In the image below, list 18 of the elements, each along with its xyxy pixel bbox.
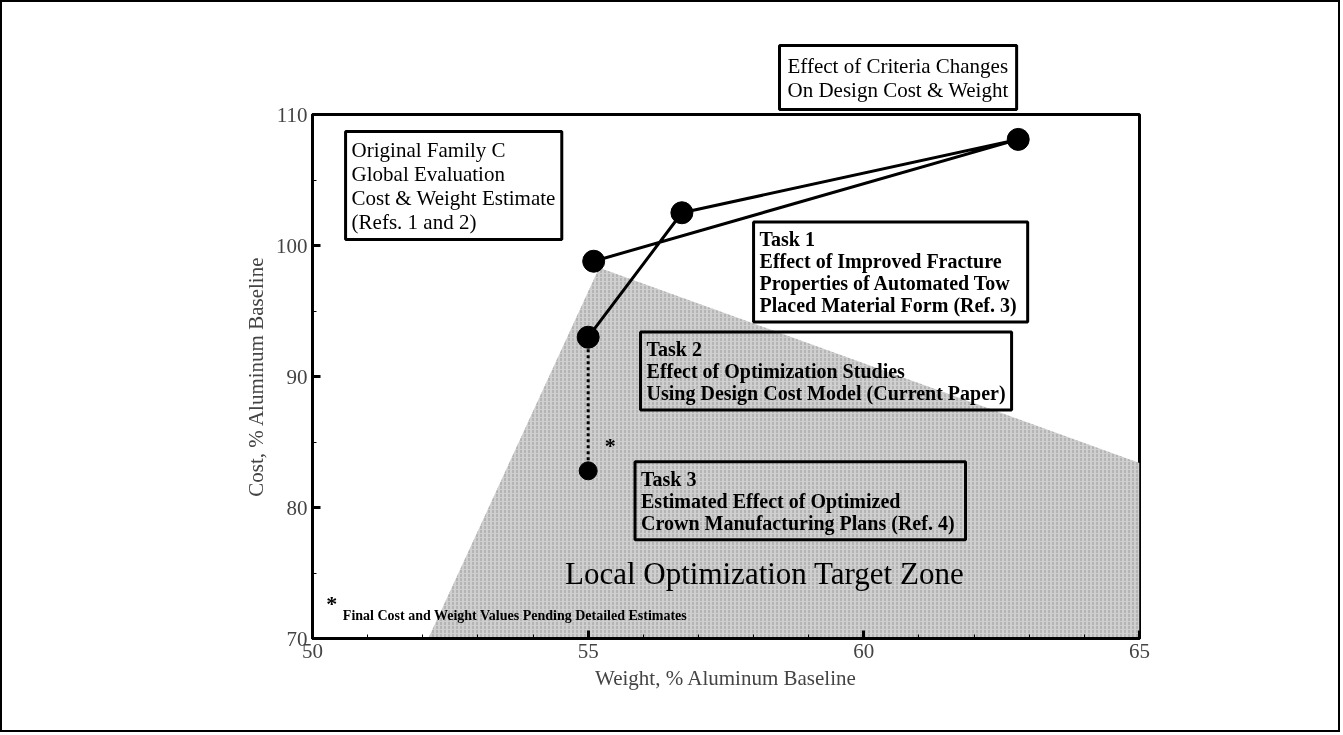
chart-title: Effect of Criteria Changes On Design Cost & Weight xyxy=(787,53,1009,102)
y-axis-title: Cost, % Aluminum Baseline xyxy=(244,257,268,497)
annotation: * xyxy=(326,591,338,617)
y-tick-label: 110 xyxy=(276,102,308,127)
x-tick-label: 60 xyxy=(853,638,875,663)
y-tick-label: 90 xyxy=(286,364,308,389)
x-tick-label: 65 xyxy=(1129,638,1150,663)
x-axis-title: Weight, % Aluminum Baseline xyxy=(595,665,856,690)
annotation: * xyxy=(604,432,616,458)
annotation: Task 1 Effect of Improved Fracture Properties of Automated Tow Placed Material Form (Ref. 3) xyxy=(759,227,1017,317)
annotation: Final Cost and Weight Values Pending Detailed Estimates xyxy=(342,608,688,624)
x-tick-label: 55 xyxy=(577,638,599,663)
annotation: Task 3 Estimated Effect of Optimized Crown Manufacturing Plans (Ref. 4) xyxy=(641,467,955,535)
annotation: Task 2 Effect of Optimization Studies Using Design Cost Model (Current Paper) xyxy=(646,337,1006,405)
y-tick-label: 100 xyxy=(276,233,308,258)
y-tick-label: 80 xyxy=(286,495,308,520)
annotation: Local Optimization Target Zone xyxy=(564,555,964,591)
annotation: Original Family C Global Evaluation Cost & Weight Estimate (Refs. 1 and 2) xyxy=(351,137,556,234)
